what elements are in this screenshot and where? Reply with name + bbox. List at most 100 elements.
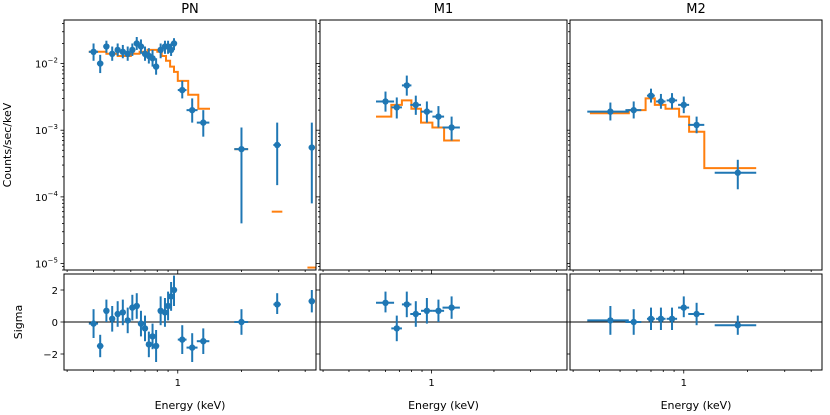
- residual-point: [152, 342, 160, 350]
- sigma-tick-label: 0: [52, 318, 58, 329]
- data-point: [124, 50, 131, 58]
- data-point: [119, 48, 127, 56]
- residual-point: [149, 333, 156, 340]
- y-tick-label: 10−4: [35, 190, 59, 204]
- residual-point: [103, 307, 110, 314]
- x-axis-label: Energy (keV): [155, 399, 226, 412]
- data-point: [693, 121, 700, 129]
- data-point: [114, 46, 121, 54]
- x-tick-label: 1: [428, 378, 434, 389]
- residual-point: [393, 325, 400, 332]
- residual-plot: [320, 291, 567, 342]
- residual-point: [657, 315, 665, 322]
- residual-point: [607, 317, 614, 324]
- data-point: [129, 46, 136, 54]
- residual-point: [238, 318, 245, 326]
- spectrum-plot: [376, 75, 460, 142]
- residual-point: [137, 320, 145, 327]
- data-point: [382, 98, 389, 105]
- data-point: [273, 141, 281, 149]
- y-tick-label: 10−3: [35, 123, 58, 137]
- y-ticks-bottom: [60, 289, 64, 355]
- panel-m2: M2 1 Energy (keV): [566, 2, 823, 412]
- residual-point: [382, 299, 389, 306]
- residual-point: [412, 310, 420, 318]
- residual-point: [668, 315, 676, 322]
- residual-point: [179, 336, 186, 343]
- y-tick-label: 10−5: [35, 257, 58, 271]
- residual-point: [141, 325, 149, 332]
- data-point: [157, 46, 164, 54]
- residual-point: [109, 315, 116, 322]
- sigma-tick-label: −2: [43, 350, 58, 361]
- data-point: [435, 113, 442, 120]
- x-ticks: [66, 270, 306, 374]
- residual-point: [161, 309, 169, 316]
- residual-plot: [570, 296, 822, 335]
- data-point: [308, 144, 316, 151]
- spectrum-plot: [587, 88, 757, 190]
- data-point: [103, 43, 110, 50]
- y-axis-label-counts: Counts/sec/keV: [1, 102, 14, 187]
- data-point: [448, 124, 455, 131]
- data-point: [657, 98, 665, 105]
- residual-point: [680, 304, 687, 311]
- panel-title: M2: [686, 2, 706, 17]
- y-ticks-bottom: [316, 289, 320, 355]
- panel-pn: PN 1 Energy (keV) 10−2 10−3 10−4 10−5 2 0 −2: [35, 2, 317, 412]
- residual-point: [734, 322, 741, 329]
- panel-title: PN: [181, 2, 199, 17]
- residual-point: [133, 302, 140, 310]
- residual-point: [145, 341, 153, 348]
- residual-point: [435, 307, 442, 314]
- data-point: [167, 46, 175, 54]
- y-ticks-bottom: [566, 289, 570, 355]
- y-ticks-top: [60, 23, 64, 271]
- spectrum-frame: [569, 19, 823, 271]
- data-point: [412, 101, 420, 109]
- x-tick-label: 1: [681, 378, 687, 389]
- y-ticks-top: [566, 23, 570, 271]
- residual-point: [90, 320, 97, 327]
- data-point: [137, 43, 145, 50]
- residual-point: [273, 301, 281, 308]
- residual-point: [167, 293, 175, 300]
- data-point: [630, 106, 637, 114]
- spectrum-frame: [319, 19, 568, 271]
- residual-point: [188, 344, 196, 351]
- data-point: [668, 97, 676, 104]
- residual-point: [403, 301, 410, 308]
- data-point: [607, 108, 614, 115]
- x-ticks: [572, 270, 812, 374]
- residual-point: [164, 302, 172, 310]
- data-point: [200, 119, 207, 126]
- data-point: [90, 48, 97, 56]
- data-point: [393, 104, 400, 111]
- residual-point: [119, 309, 127, 316]
- residual-point: [423, 307, 431, 314]
- x-tick-label: 1: [175, 378, 181, 389]
- y-ticks-top: [316, 23, 320, 271]
- x-axis-label: Energy (keV): [408, 399, 479, 412]
- sigma-tick-label: 2: [52, 286, 58, 297]
- residual-point: [200, 338, 207, 345]
- data-point: [149, 55, 156, 62]
- y-axis-label-sigma: Sigma: [12, 305, 25, 339]
- residual-point: [308, 298, 316, 305]
- data-point: [179, 86, 186, 94]
- data-point: [152, 63, 160, 70]
- panel-title: M1: [434, 2, 454, 17]
- x-axis-label: Energy (keV): [661, 399, 732, 412]
- data-point: [403, 82, 410, 89]
- residual-plot: [64, 275, 316, 362]
- data-point: [734, 169, 741, 176]
- data-point: [188, 106, 196, 114]
- spectrum-plot: [88, 37, 316, 269]
- residual-point: [114, 310, 121, 318]
- residual-point: [124, 317, 131, 324]
- data-point: [97, 60, 104, 67]
- data-point: [647, 92, 655, 99]
- x-ticks: [322, 270, 557, 374]
- data-point: [423, 108, 431, 115]
